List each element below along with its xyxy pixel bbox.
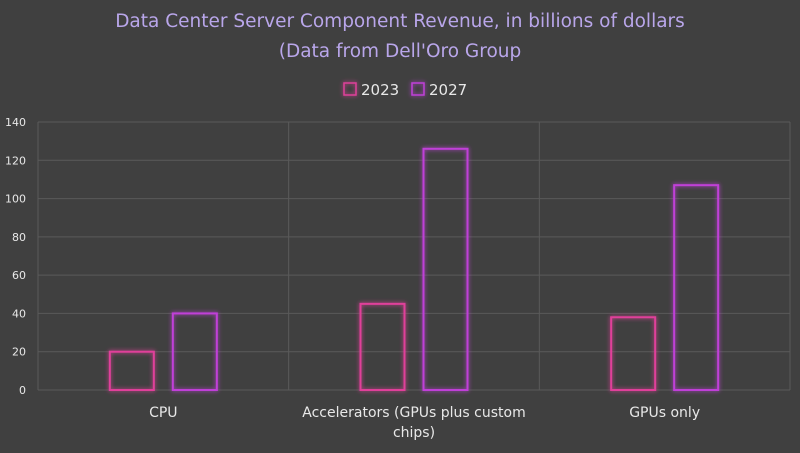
category-label: CPU xyxy=(149,405,177,421)
bars: 2023: 20 2023: 45 2023: 38 2027: 40 2027: 12… xyxy=(108,147,720,392)
legend-label-2027: 2027 xyxy=(429,81,467,99)
legend-label-2023: 2023 xyxy=(361,81,399,99)
bar-2027-2: 2027: 107 xyxy=(673,184,720,391)
legend-swatch-2023 xyxy=(343,82,357,96)
y-tick-label: 80 xyxy=(12,231,26,244)
category-label: Accelerators (GPUs plus custom xyxy=(302,405,525,421)
chart-title-line2: (Data from Dell'Oro Group xyxy=(279,41,521,62)
y-tick-label: 100 xyxy=(5,193,26,206)
bar-2027-1: 2027: 126 xyxy=(422,147,469,391)
y-tick-label: 60 xyxy=(12,269,26,282)
plot-grid: 0 20 40 60 80 100 120 140 xyxy=(5,116,791,397)
y-tick-label: 20 xyxy=(12,346,26,359)
y-tick-label: 140 xyxy=(5,116,26,129)
axis-labels: CPU Accelerators (GPUs plus custom chips) G… xyxy=(149,405,700,441)
legend: 2023 2027 xyxy=(343,81,467,99)
bar-2023-1: 2023: 45 xyxy=(359,302,406,392)
bar-2027-0: 2027: 40 xyxy=(171,312,218,391)
category-label: chips) xyxy=(393,425,435,441)
y-tick-label: 120 xyxy=(5,154,26,167)
legend-swatch-2027 xyxy=(411,82,425,96)
category-label: GPUs only xyxy=(629,405,700,421)
y-tick-label: 0 xyxy=(19,384,26,397)
y-tick-label: 40 xyxy=(12,307,26,320)
bar-2023-0: 2023: 20 xyxy=(108,350,155,392)
chart-title-line1: Data Center Server Component Revenue, in… xyxy=(115,11,685,32)
bar-2023-2: 2023: 38 xyxy=(610,316,657,391)
